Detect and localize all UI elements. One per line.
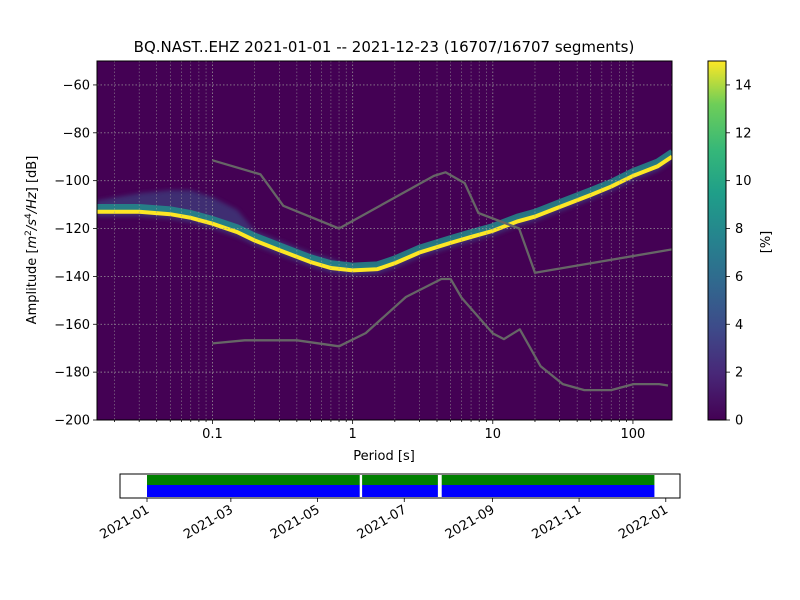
y-tick-label: −180 (54, 366, 90, 381)
psd-spread (97, 153, 672, 276)
psd-mode-line (97, 155, 672, 273)
colorbar-tick-label: 14 (735, 78, 752, 93)
grid-lines (97, 61, 672, 420)
y-tick-label: −140 (54, 270, 90, 285)
x-tick-label: 100 (621, 427, 646, 442)
colorbar-tick-label: 0 (735, 414, 743, 429)
timeline-band-top (147, 475, 655, 485)
x-tick-label: 1 (348, 427, 356, 442)
timeline-tick-label: 2021-07 (355, 502, 410, 542)
y-tick-label: −100 (54, 174, 90, 189)
timeline-tick-label: 2021-01 (97, 502, 152, 542)
x-tick-label: 0.1 (202, 427, 223, 442)
plot-frame (96, 60, 673, 421)
colorbar-axis: 0 2 4 6 8 10 12 14 (726, 78, 752, 429)
colorbar (707, 60, 727, 421)
noise-models (212, 159, 672, 392)
y-tick-label: −120 (54, 222, 90, 237)
colorbar-tick-label: 10 (735, 174, 752, 189)
y-tick-label: −80 (63, 126, 90, 141)
colorbar-tick-label: 6 (735, 270, 743, 285)
chart-title: BQ.NAST..EHZ 2021-01-01 -- 2021-12-23 (1… (134, 38, 635, 56)
colorbar-tick-label: 12 (735, 126, 752, 141)
timeline-tick-label: 2022-01 (616, 502, 671, 542)
y-axis-label: Amplitude [m2/s4/Hz] [dB] (24, 156, 40, 325)
timeline-tick-label: 2021-09 (443, 502, 498, 542)
plot-background (97, 61, 672, 420)
timeline-gap (437, 475, 441, 497)
x-tick-label: 10 (485, 427, 502, 442)
timeline-axis: 2021-01 2021-03 2021-05 2021-07 2021-09 2021-… (97, 498, 671, 543)
timeline-coverage (147, 475, 655, 497)
timeline-gap (359, 475, 363, 497)
y-tick-label: −160 (54, 318, 90, 333)
y-tick-label: −60 (63, 78, 90, 93)
colorbar-tick-label: 2 (735, 366, 743, 381)
timeline-band-bottom (147, 485, 655, 497)
y-tick-label: −200 (54, 414, 90, 429)
colorbar-tick-label: 8 (735, 222, 743, 237)
low-noise-model (212, 277, 669, 392)
colorbar-tick-label: 4 (735, 318, 743, 333)
timeline-tick-label: 2021-03 (181, 502, 236, 542)
psd-halo (97, 149, 672, 269)
timeline-gap (439, 475, 442, 497)
y-axis: −60 −80 −100 −120 −140 −160 −180 −200 (54, 78, 97, 429)
colorbar-label: [%] (759, 231, 774, 254)
timeline-tick-label: 2021-05 (268, 502, 323, 542)
psd-heatmap (97, 149, 672, 276)
timeline-tick-label: 2021-11 (530, 502, 585, 542)
x-axis: 0.1 1 10 100 (114, 420, 646, 442)
high-noise-model (212, 159, 672, 274)
x-axis-label: Period [s] (353, 449, 415, 464)
